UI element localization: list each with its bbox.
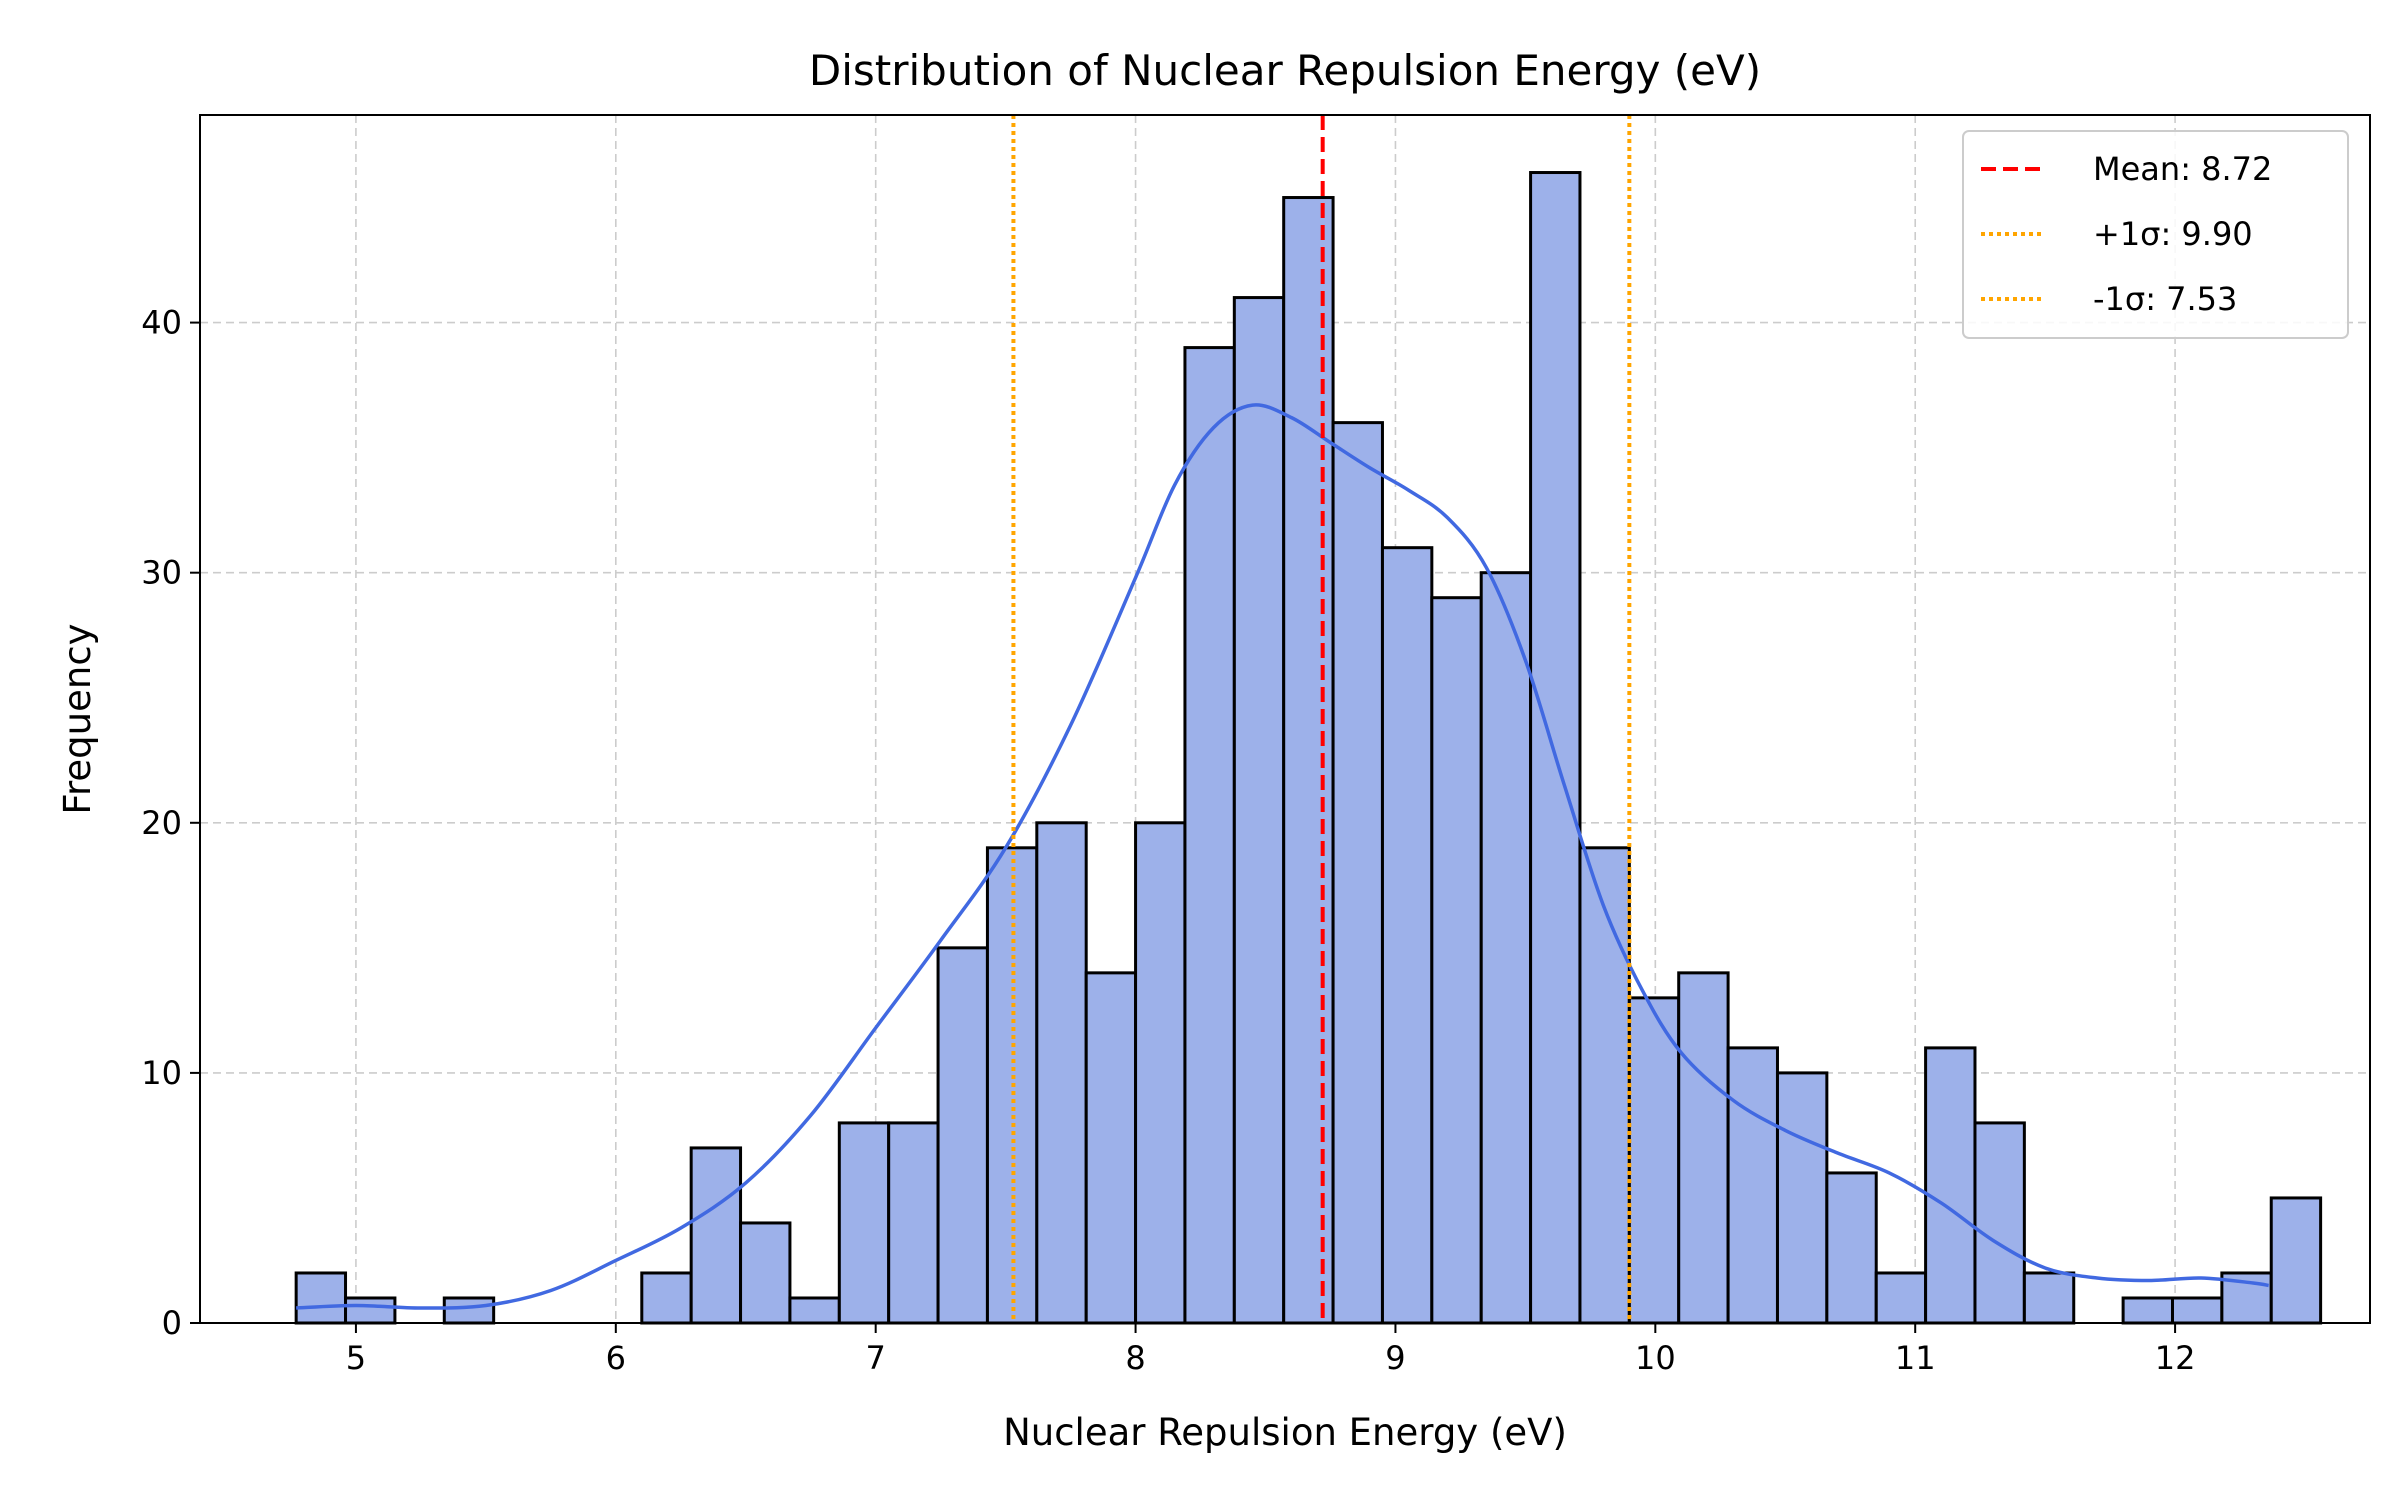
x-axis-label: Nuclear Repulsion Energy (eV): [1003, 1411, 1567, 1454]
plot-frame: [199, 114, 2371, 1324]
histogram-bar: [2269, 1196, 2323, 1325]
legend: Mean: 8.72 +1σ: 9.90 -1σ: 7.53: [1962, 130, 2349, 339]
x-tick-label: 8: [1125, 1339, 1145, 1377]
histogram-bar: [739, 1221, 792, 1325]
histogram-bar: [2022, 1271, 2076, 1325]
histogram-bar: [1874, 1271, 1928, 1325]
histogram-bar: [294, 1271, 348, 1325]
histogram-bar: [1479, 571, 1533, 1325]
histogram-bar: [1627, 996, 1681, 1325]
histogram-bar: [1578, 846, 1631, 1325]
histogram-bar: [1331, 421, 1384, 1325]
y-tick-label: 30: [141, 554, 182, 592]
histogram-bar: [2170, 1296, 2224, 1325]
histogram-bar: [1775, 1071, 1829, 1325]
y-axis-ticks: 0 10 20 30 40: [141, 304, 200, 1342]
histogram-bar: [788, 1296, 841, 1325]
histogram-bar: [2121, 1296, 2174, 1325]
histogram-bar: [1430, 596, 1483, 1325]
x-tick-label: 7: [866, 1339, 886, 1377]
histogram-bar: [344, 1296, 397, 1325]
histogram-bar: [689, 1146, 743, 1325]
histogram-bar: [1232, 296, 1286, 1325]
histogram-bar: [1134, 821, 1187, 1325]
x-tick-label: 12: [2155, 1339, 2196, 1377]
x-tick-label: 6: [606, 1339, 626, 1377]
y-tick-label: 40: [141, 304, 182, 342]
reference-lines: [1011, 115, 1632, 1323]
histogram-bar: [1825, 1171, 1878, 1325]
legend-box: [1962, 130, 2349, 339]
histogram-bar: [1282, 196, 1335, 1325]
histogram-bar: [936, 946, 989, 1325]
legend-label: Mean: 8.72: [2093, 150, 2272, 188]
chart-title: Distribution of Nuclear Repulsion Energy…: [809, 46, 1761, 95]
legend-label: -1σ: 7.53: [2093, 280, 2237, 318]
x-axis-ticks: 5 6 7 8 9 10 11 12: [346, 1323, 2196, 1377]
kde-line: [296, 403, 2269, 1310]
y-axis-label: Frequency: [56, 623, 99, 814]
histogram-bar: [887, 1121, 940, 1325]
histogram-bar: [640, 1271, 693, 1325]
x-tick-label: 5: [346, 1339, 366, 1377]
histogram-bars: [294, 171, 2323, 1325]
histogram-bar: [442, 1296, 496, 1325]
y-tick-label: 0: [162, 1304, 182, 1342]
histogram-bar: [1726, 1046, 1779, 1325]
x-tick-label: 10: [1635, 1339, 1676, 1377]
histogram-bar: [1380, 546, 1434, 1325]
histogram-bar: [837, 1121, 891, 1325]
histogram-bar: [1084, 971, 1138, 1325]
y-tick-label: 10: [141, 1054, 182, 1092]
kde-curve: [296, 403, 2269, 1310]
legend-label: +1σ: 9.90: [2093, 215, 2253, 253]
x-tick-label: 9: [1385, 1339, 1405, 1377]
histogram-bar: [1924, 1046, 1977, 1325]
histogram-bar: [1183, 346, 1236, 1325]
x-tick-label: 11: [1895, 1339, 1936, 1377]
histogram-bar: [1973, 1121, 2026, 1325]
histogram-bar: [1677, 971, 1730, 1325]
histogram-bar: [1529, 171, 1582, 1325]
histogram-bar: [1035, 821, 1088, 1325]
y-tick-label: 20: [141, 804, 182, 842]
